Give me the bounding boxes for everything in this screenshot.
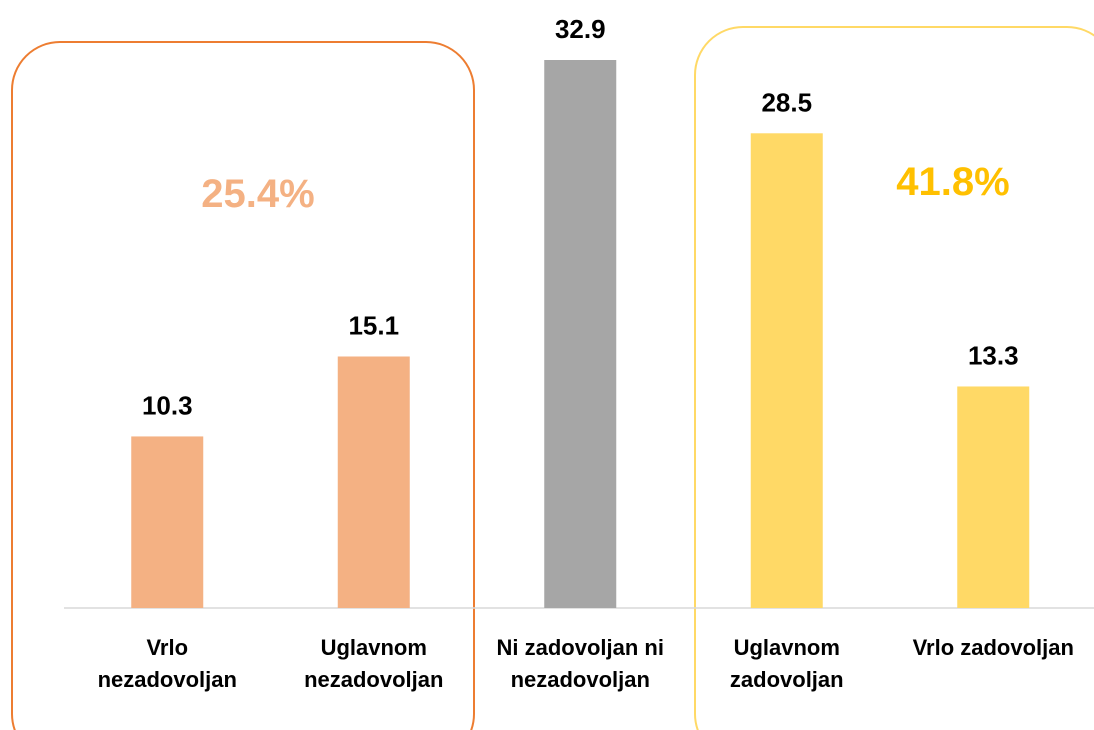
value-label: 28.5 bbox=[761, 87, 812, 117]
value-label: 15.1 bbox=[348, 310, 399, 340]
bar bbox=[750, 133, 823, 608]
bar bbox=[337, 356, 410, 608]
bar bbox=[957, 386, 1030, 608]
annotation: 41.8% bbox=[896, 160, 1009, 204]
x-tick-label: Uglavnom nezadovoljan bbox=[304, 635, 444, 692]
value-label: 32.9 bbox=[555, 14, 606, 44]
x-tick-label: Ni zadovoljan ni nezadovoljan bbox=[496, 635, 664, 692]
value-label: 10.3 bbox=[142, 390, 193, 420]
x-tick-label: Uglavnom zadovoljan bbox=[729, 635, 844, 692]
x-tick-label: Vrlo zadovoljan bbox=[912, 635, 1074, 660]
value-label: 13.3 bbox=[968, 340, 1019, 370]
group-box bbox=[694, 26, 1094, 730]
bar bbox=[131, 436, 204, 608]
bar bbox=[544, 60, 617, 608]
annotation: 25.4% bbox=[201, 172, 314, 216]
x-tick-label: Vrlo nezadovoljan bbox=[97, 635, 237, 692]
group-box bbox=[11, 41, 475, 730]
